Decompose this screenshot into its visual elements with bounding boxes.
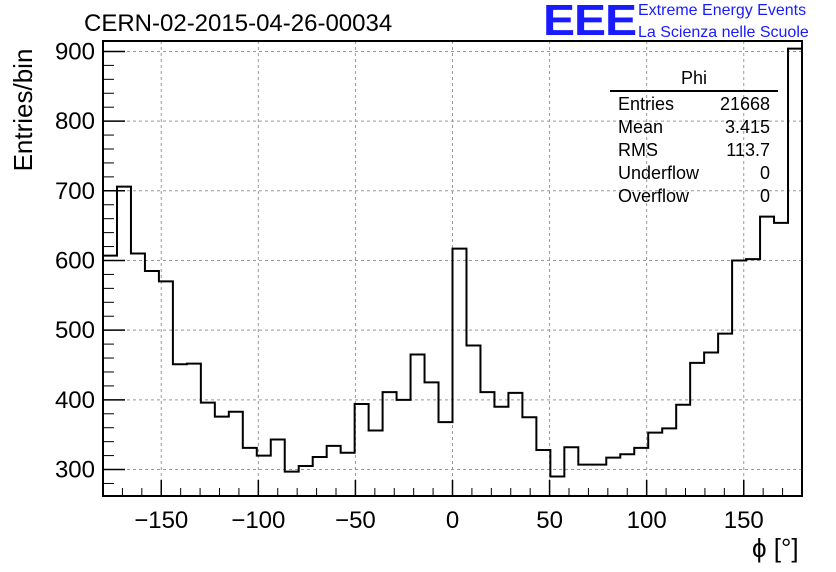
histogram-bin xyxy=(774,223,788,496)
histogram-bin xyxy=(229,412,243,496)
histogram-bin xyxy=(606,458,620,496)
stats-value: 3.415 xyxy=(724,117,770,137)
x-tick-label: −50 xyxy=(335,507,376,534)
histogram-bin xyxy=(285,472,299,496)
stats-box-title: Phi xyxy=(680,68,707,88)
histogram-bin xyxy=(676,405,690,496)
histogram-bin xyxy=(746,259,760,496)
y-tick-label: 800 xyxy=(55,108,95,135)
stats-value: 113.7 xyxy=(726,140,770,160)
histogram-bin xyxy=(453,249,467,496)
y-tick-label: 900 xyxy=(55,38,95,65)
histogram-bin xyxy=(494,407,508,496)
x-tick-label: 0 xyxy=(446,507,459,534)
histogram-bin xyxy=(103,256,117,496)
stats-key: Mean xyxy=(618,117,664,137)
histogram-bin xyxy=(536,450,550,496)
x-axis-label: ϕ [°] xyxy=(752,533,799,563)
histogram-bin xyxy=(704,352,718,496)
histogram-bin xyxy=(299,466,313,496)
histogram-bin xyxy=(439,422,453,496)
y-tick-label: 500 xyxy=(55,317,95,344)
histogram-bin xyxy=(411,355,425,496)
logo-subtitle-line1: Extreme Energy Events xyxy=(638,2,807,19)
x-tick-label: 100 xyxy=(627,507,667,534)
histogram-bin xyxy=(662,428,676,496)
histogram-bin xyxy=(760,217,774,496)
histogram-bin xyxy=(578,465,592,496)
histogram-bin xyxy=(718,334,732,496)
histogram-bin xyxy=(564,447,578,496)
histogram-bin xyxy=(215,417,229,496)
stats-value: 0 xyxy=(759,186,770,206)
histogram-bin xyxy=(634,448,648,496)
histogram-bin xyxy=(187,364,201,496)
eee-logo: EEE xyxy=(543,0,637,46)
histogram-bin xyxy=(355,404,369,496)
x-tick-label: −150 xyxy=(134,507,188,534)
histogram-series xyxy=(103,47,802,496)
histogram-bin xyxy=(550,476,564,496)
histogram-bin xyxy=(313,457,327,496)
histogram-bin xyxy=(341,453,355,496)
histogram-bin xyxy=(788,49,802,496)
histogram-bin xyxy=(131,254,145,496)
histogram-bin xyxy=(145,271,159,496)
tick-labels: −150 −100 −50 0 50 100 150 300 400 500 600 700 800 90… xyxy=(55,38,764,534)
x-tick-label: 150 xyxy=(724,507,764,534)
y-tick-label: 400 xyxy=(55,387,95,414)
histogram-bin xyxy=(383,392,397,496)
histogram-bin xyxy=(522,417,536,496)
histogram-bin xyxy=(257,456,271,496)
histogram-bin xyxy=(732,260,746,496)
histogram-bin xyxy=(648,433,662,496)
x-tick-label: −100 xyxy=(231,507,285,534)
logo-subtitle-line2: La Scienza nelle Scuole xyxy=(638,24,809,41)
histogram-bin xyxy=(592,465,606,496)
y-axis-label: Entries/bin xyxy=(8,48,38,172)
stats-value: 21668 xyxy=(719,94,770,114)
histogram-bin xyxy=(620,454,634,496)
axis-ticks xyxy=(102,50,803,496)
histogram-bin xyxy=(397,400,411,496)
stats-key: Entries xyxy=(618,94,675,114)
histogram-outline xyxy=(103,47,802,478)
histogram-bin xyxy=(173,364,187,496)
histogram-bin xyxy=(117,187,131,496)
histogram-bin xyxy=(690,363,704,496)
histogram-bin xyxy=(508,393,522,496)
plot-frame xyxy=(102,40,803,497)
histogram-bin xyxy=(159,281,173,496)
histogram-bin xyxy=(369,431,383,496)
x-tick-label: 50 xyxy=(536,507,563,534)
histogram-bin xyxy=(327,446,341,496)
stats-key: RMS xyxy=(618,140,658,160)
y-tick-label: 700 xyxy=(55,178,95,205)
y-tick-label: 600 xyxy=(55,247,95,274)
histogram-bin xyxy=(466,345,480,496)
histogram-bin xyxy=(201,403,215,496)
histogram-bin xyxy=(243,448,257,496)
histogram-bin xyxy=(425,382,439,496)
histogram-bin xyxy=(271,440,285,496)
stats-key: Overflow xyxy=(618,186,690,206)
stats-value: 0 xyxy=(759,163,770,183)
y-tick-label: 300 xyxy=(55,457,95,484)
stats-key: Underflow xyxy=(618,163,700,183)
histogram-bin xyxy=(480,392,494,496)
page-title: CERN-02-2015-04-26-00034 xyxy=(84,10,393,37)
